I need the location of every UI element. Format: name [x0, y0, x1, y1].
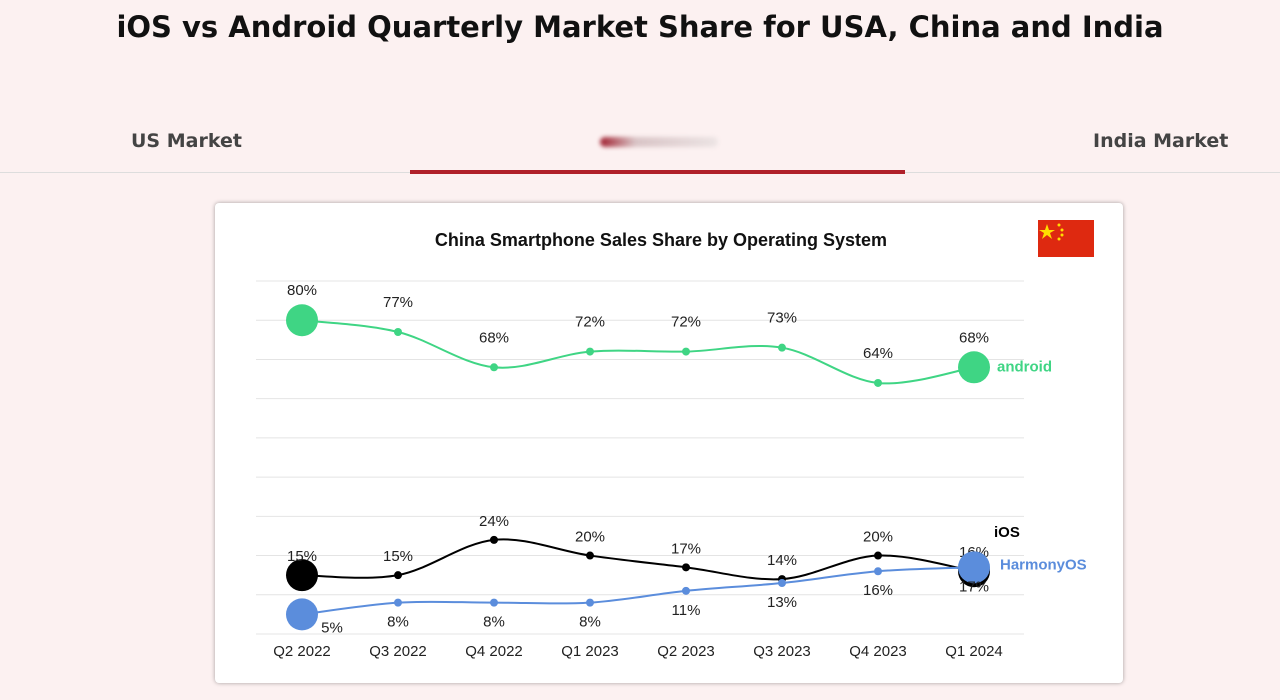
data-label: 72%: [575, 314, 605, 331]
data-label: 17%: [959, 578, 989, 595]
data-label: 15%: [383, 548, 413, 565]
data-point: [874, 551, 882, 560]
x-tick-label: Q1 2023: [561, 643, 619, 660]
chart-card: China Smartphone Sales Share by Operatin…: [215, 203, 1123, 683]
data-point: [682, 347, 690, 356]
data-label: 20%: [863, 529, 893, 546]
data-point: [586, 598, 594, 607]
data-label: 13%: [767, 594, 797, 611]
data-point: [778, 579, 786, 588]
data-point: [874, 378, 882, 387]
data-label: 5%: [321, 619, 343, 636]
data-label: 14%: [767, 552, 797, 569]
series-icon: [286, 304, 318, 337]
data-label: 77%: [383, 294, 413, 311]
active-tab-label[interactable]: [600, 137, 718, 147]
series-name: HarmonyOS: [1000, 556, 1087, 573]
x-tick-label: Q3 2022: [369, 643, 427, 660]
data-label: 72%: [671, 314, 701, 331]
tab[interactable]: India Market: [1093, 130, 1229, 152]
data-label: 8%: [387, 614, 409, 631]
x-tick-label: Q2 2023: [657, 643, 715, 660]
flag: [1038, 220, 1094, 257]
active-tab-indicator: [410, 170, 905, 174]
data-label: 8%: [579, 614, 601, 631]
series-icon: [286, 598, 318, 631]
series-name: iOS: [994, 524, 1020, 541]
tab[interactable]: US Market: [131, 130, 242, 152]
data-label: 16%: [863, 582, 893, 599]
data-point: [490, 598, 498, 607]
data-point: [394, 598, 402, 607]
series-line: [301, 319, 975, 385]
x-tick-label: Q2 2022: [273, 643, 331, 660]
data-point: [778, 343, 786, 352]
data-point: [682, 563, 690, 572]
data-label: 17%: [671, 540, 701, 557]
data-point: [490, 535, 498, 544]
x-tick-label: Q3 2023: [753, 643, 811, 660]
chart-title: China Smartphone Sales Share by Operatin…: [435, 230, 887, 250]
data-label: 11%: [672, 602, 701, 619]
data-label: 8%: [483, 614, 505, 631]
series-line: [301, 566, 975, 616]
data-point: [586, 551, 594, 560]
data-label: 73%: [767, 310, 797, 327]
data-label: 68%: [959, 329, 989, 346]
data-point: [490, 363, 498, 372]
chart: China Smartphone Sales Share by Operatin…: [256, 220, 1094, 660]
data-point: [586, 347, 594, 356]
data-point: [394, 571, 402, 580]
series-name: android: [997, 358, 1052, 375]
data-label: 15%: [287, 548, 317, 565]
x-tick-label: Q4 2022: [465, 643, 523, 660]
series-line: [301, 538, 975, 581]
series-icon: [958, 351, 990, 384]
x-tick-label: Q1 2024: [945, 643, 1003, 660]
data-label: 64%: [863, 345, 893, 362]
data-point: [874, 567, 882, 576]
x-tick-label: Q4 2023: [849, 643, 907, 660]
data-point: [682, 586, 690, 595]
data-label: 80%: [287, 282, 317, 299]
data-point: [394, 327, 402, 336]
series-icon: [286, 559, 318, 592]
series-icon: [958, 551, 990, 584]
page-title: iOS vs Android Quarterly Market Share fo…: [116, 10, 1164, 44]
data-label: 24%: [479, 513, 509, 530]
data-label: 20%: [575, 529, 605, 546]
data-label: 68%: [479, 329, 509, 346]
